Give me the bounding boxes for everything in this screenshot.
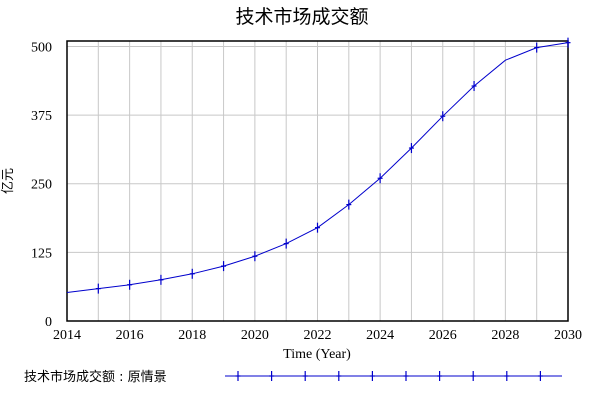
x-tick-label: 2028 [491, 328, 519, 343]
legend-marker [403, 371, 409, 381]
legend-marker [235, 371, 241, 381]
legend: 技术市场成交额 : 原情景 [24, 369, 562, 385]
legend-marker [470, 371, 476, 381]
y-tick-label: 500 [31, 40, 52, 55]
legend-label: 技术市场成交额 : 原情景 [24, 369, 167, 385]
data-point-marker [221, 261, 227, 272]
legend-marker [537, 371, 543, 381]
legend-marker [302, 371, 308, 381]
legend-marker [336, 371, 342, 381]
axes: 2014 2016 2018 2020 2022 2024 2026 2028 2030 0 125… [31, 40, 582, 343]
y-tick-label: 375 [31, 109, 52, 124]
legend-marker [369, 371, 375, 381]
data-point-marker [315, 222, 320, 233]
y-axis-label: 亿元 [1, 168, 16, 194]
data-point-marker [471, 81, 477, 92]
data-point-marker [283, 238, 289, 249]
x-tick-label: 2014 [53, 328, 81, 343]
x-tick-label: 2018 [178, 328, 206, 343]
data-point-marker [127, 279, 133, 290]
grid [67, 41, 568, 321]
x-axis-label: Time (Year) [283, 347, 351, 362]
x-tick-label: 2022 [304, 328, 332, 343]
legend-marker [437, 371, 443, 381]
data-point-marker [377, 173, 383, 184]
data-point-marker [346, 199, 352, 210]
chart-title: 技术市场成交额 [235, 6, 368, 28]
data-point-marker [158, 274, 164, 285]
y-tick-label: 250 [31, 178, 52, 193]
legend-marker [504, 371, 510, 381]
x-tick-label: 2030 [554, 328, 582, 343]
x-tick-label: 2026 [429, 328, 457, 343]
x-tick-label: 2020 [241, 328, 269, 343]
y-tick-label: 0 [45, 315, 52, 330]
data-point-marker [252, 251, 258, 262]
legend-marker [269, 371, 275, 381]
data-point-marker [95, 283, 101, 294]
x-tick-label: 2016 [116, 328, 144, 343]
series-layer [66, 37, 571, 294]
data-point-marker [440, 111, 446, 122]
data-point-marker [408, 143, 414, 154]
data-point-marker [565, 37, 571, 48]
plot-frame [66, 40, 569, 322]
y-tick-label: 125 [31, 246, 52, 261]
data-point-marker [534, 42, 540, 53]
x-tick-label: 2024 [366, 328, 394, 343]
data-point-marker [189, 268, 195, 279]
